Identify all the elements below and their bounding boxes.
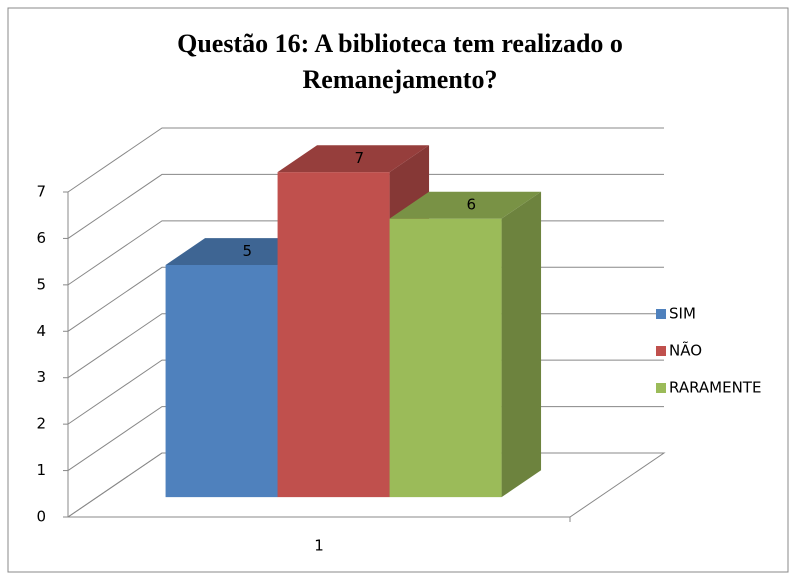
- data-label: 7: [355, 149, 365, 167]
- grid-line: [67, 127, 664, 193]
- legend-swatch: [656, 346, 666, 356]
- y-tick-label: 3: [36, 368, 46, 386]
- bar-side: [501, 191, 542, 498]
- legend-label: RARAMENTE: [669, 379, 761, 397]
- data-label: 6: [467, 196, 477, 214]
- y-tick-label: 6: [36, 229, 46, 247]
- data-label: 5: [243, 242, 253, 260]
- legend-swatch: [656, 383, 666, 393]
- y-tick-label: 0: [36, 508, 46, 526]
- bar: [389, 191, 542, 498]
- x-tick-label: 1: [314, 537, 324, 555]
- y-tick-label: 4: [36, 322, 46, 340]
- bar-top: [277, 145, 430, 173]
- y-tick-label: 1: [36, 461, 46, 479]
- y-tick-label: 7: [36, 183, 46, 201]
- grid-line: [67, 173, 664, 239]
- legend-label: SIM: [669, 305, 696, 323]
- bar-top: [389, 191, 542, 219]
- y-tick-label: 2: [36, 415, 46, 433]
- legend-label: NÃO: [669, 341, 702, 360]
- bar-front: [277, 172, 390, 498]
- bar-front: [389, 218, 502, 498]
- y-tick-label: 5: [36, 275, 46, 293]
- chart-title: Questão 16: A biblioteca tem realizado o…: [177, 29, 623, 94]
- legend-swatch: [656, 309, 666, 319]
- bar-front: [165, 265, 278, 498]
